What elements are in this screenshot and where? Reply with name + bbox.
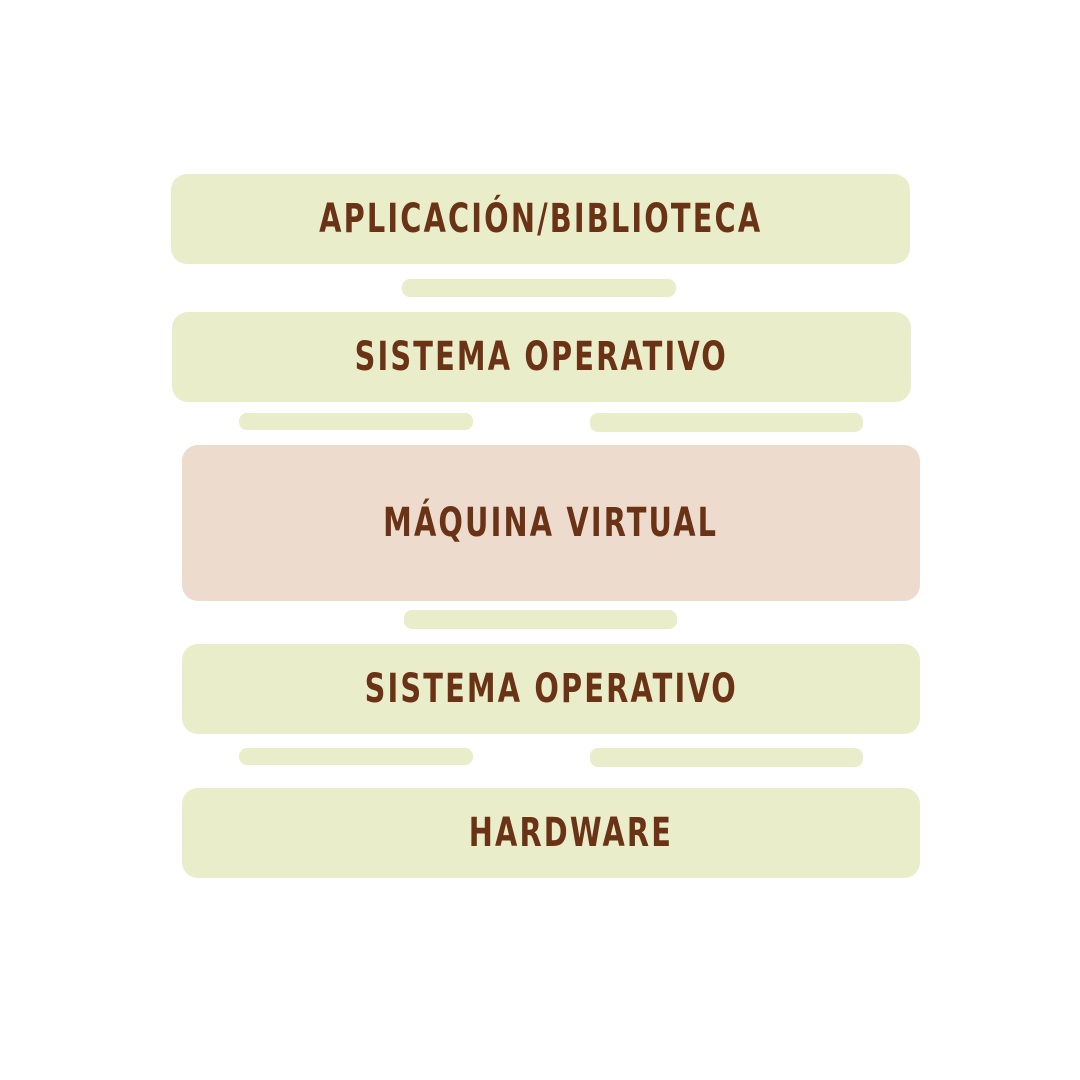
layer-label-guest-operating-system: SISTEMA OPERATIVO [354, 334, 729, 380]
layer-label-host-operating-system: SISTEMA OPERATIVO [364, 666, 738, 712]
layer-hardware: HARDWARE [182, 788, 920, 878]
layer-application-library: APLICACIÓN/BIBLIOTECA [171, 174, 910, 264]
connector-os-to-vm-right [590, 413, 863, 432]
layer-label-application-library: APLICACIÓN/BIBLIOTECA [318, 196, 763, 242]
layer-guest-operating-system: SISTEMA OPERATIVO [172, 312, 911, 402]
layer-virtual-machine: MÁQUINA VIRTUAL [182, 445, 920, 601]
connector-os-to-hardware-left [239, 748, 473, 765]
connector-app-to-os [402, 279, 676, 297]
layer-label-virtual-machine: MÁQUINA VIRTUAL [383, 500, 719, 546]
connector-os-to-hardware-right [590, 748, 863, 767]
layer-host-operating-system: SISTEMA OPERATIVO [182, 644, 920, 734]
connector-os-to-vm-left [239, 413, 473, 430]
layer-label-hardware: HARDWARE [468, 810, 674, 856]
connector-vm-to-os [404, 610, 677, 629]
